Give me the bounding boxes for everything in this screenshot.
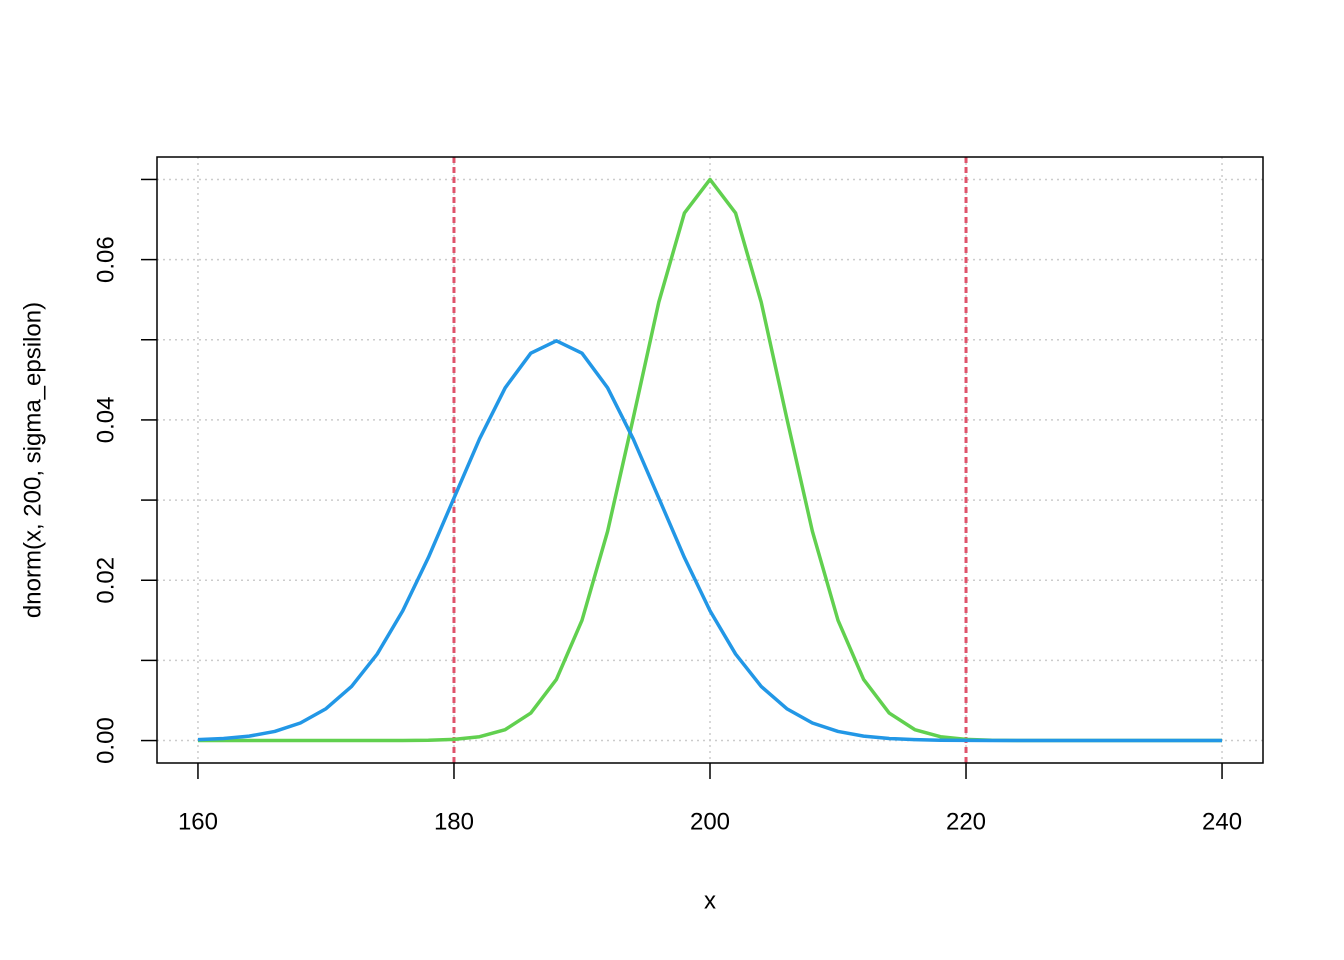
y-tick-label: 0.04	[92, 397, 119, 444]
x-tick-label: 240	[1202, 808, 1242, 835]
x-axis-label: x	[704, 887, 716, 914]
series-line	[197, 339, 1223, 743]
plot-frame	[156, 156, 1264, 764]
x-tick-label: 160	[178, 808, 218, 835]
y-axis-label: dnorm(x, 200, sigma_epsilon)	[19, 302, 46, 618]
x-tick-label: 200	[690, 808, 730, 835]
y-tick-label: 0.00	[92, 717, 119, 764]
x-tick-label: 180	[434, 808, 474, 835]
y-tick-label: 0.06	[92, 236, 119, 283]
y-tick-label: 0.02	[92, 557, 119, 604]
x-tick-label: 220	[946, 808, 986, 835]
